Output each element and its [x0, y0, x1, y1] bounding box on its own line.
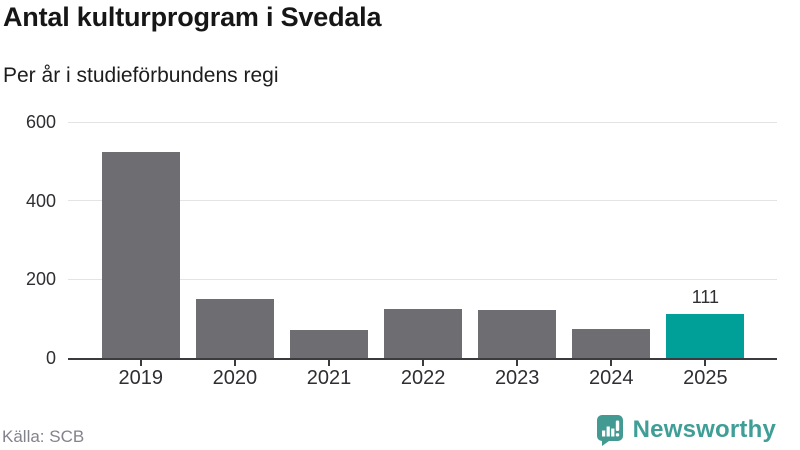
x-axis-label-2021: 2021	[306, 367, 352, 389]
x-axis-label-2022: 2022	[400, 367, 446, 389]
brand-logo-link[interactable]: Newsworthy	[596, 414, 776, 446]
bar-2024	[572, 328, 651, 358]
x-tick-2025	[704, 360, 707, 366]
x-axis-label-2020: 2020	[212, 367, 258, 389]
newsworthy-logo-icon	[596, 414, 624, 446]
bar-2022	[384, 308, 463, 358]
y-tick-label-200: 200	[25, 269, 56, 290]
brand-wordmark: Newsworthy	[632, 416, 776, 443]
x-axis-label-2025: 2025	[683, 367, 728, 389]
gridline-200	[68, 278, 777, 280]
bar-2020	[195, 299, 274, 358]
chart-subtitle: Per år i studieförbundens regi	[3, 64, 279, 87]
plot-area: 2019 2020 2021 2022 2023 2024 2025 111	[68, 121, 777, 389]
y-tick-label-0: 0	[45, 348, 56, 368]
bar-2021	[290, 329, 368, 358]
gridline-600	[68, 121, 777, 123]
bar-2025	[666, 314, 745, 358]
x-axis-label-2024: 2024	[589, 367, 634, 389]
bar-value-label-2025: 111	[691, 287, 720, 308]
y-tick-label-600: 600	[25, 112, 56, 132]
bar-2019	[101, 152, 180, 358]
y-tick-label-400: 400	[25, 190, 56, 211]
bar-2023	[478, 310, 557, 358]
source-note: Källa: SCB	[2, 427, 85, 446]
x-axis-label-2019: 2019	[118, 367, 164, 389]
x-axis-label-2023: 2023	[494, 367, 540, 389]
x-tick-2020	[233, 360, 236, 366]
x-axis-line	[68, 357, 777, 360]
x-tick-2022	[422, 360, 425, 366]
x-tick-2019	[139, 360, 142, 366]
x-tick-2024	[610, 360, 613, 366]
gridline-400	[68, 200, 777, 202]
x-tick-2021	[328, 360, 330, 366]
x-tick-2023	[516, 360, 519, 366]
chart-title: Antal kulturprogram i Svedala	[3, 2, 382, 32]
